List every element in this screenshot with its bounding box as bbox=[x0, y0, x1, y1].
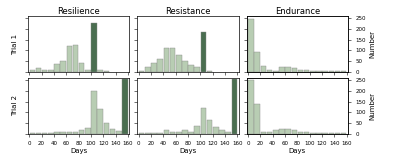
Bar bbox=[201, 32, 206, 72]
Bar bbox=[273, 130, 278, 134]
Bar bbox=[30, 133, 35, 134]
Bar bbox=[213, 127, 218, 134]
Bar bbox=[73, 132, 78, 134]
X-axis label: Days: Days bbox=[179, 148, 197, 154]
Bar bbox=[322, 133, 328, 134]
Bar bbox=[110, 129, 115, 134]
Bar bbox=[79, 130, 84, 134]
Bar bbox=[248, 80, 254, 134]
Bar bbox=[98, 70, 103, 72]
Bar bbox=[335, 71, 340, 72]
Bar bbox=[328, 71, 334, 72]
Bar bbox=[104, 71, 109, 72]
Bar bbox=[60, 61, 66, 72]
Bar bbox=[341, 133, 346, 134]
Bar bbox=[310, 133, 316, 134]
Bar bbox=[292, 130, 297, 134]
Bar bbox=[85, 128, 91, 134]
Bar bbox=[207, 120, 212, 134]
Title: Endurance: Endurance bbox=[275, 7, 320, 15]
Bar bbox=[145, 133, 151, 134]
Bar bbox=[194, 126, 200, 134]
Bar bbox=[170, 48, 175, 72]
Bar bbox=[158, 59, 163, 72]
Bar bbox=[316, 71, 322, 72]
Bar bbox=[151, 133, 157, 134]
Bar bbox=[116, 131, 122, 134]
Bar bbox=[188, 132, 194, 134]
Bar bbox=[151, 63, 157, 72]
Bar bbox=[91, 23, 97, 72]
Bar bbox=[79, 63, 84, 72]
Bar bbox=[261, 66, 266, 72]
Bar bbox=[273, 71, 278, 72]
Bar bbox=[304, 132, 310, 134]
Bar bbox=[66, 132, 72, 134]
Bar bbox=[182, 130, 188, 134]
Title: Resistance: Resistance bbox=[165, 7, 211, 15]
Bar bbox=[322, 71, 328, 72]
Bar bbox=[279, 67, 285, 72]
Bar bbox=[304, 70, 310, 72]
Bar bbox=[60, 132, 66, 134]
Bar bbox=[188, 65, 194, 72]
Bar bbox=[261, 132, 266, 134]
Bar bbox=[54, 132, 60, 134]
Bar bbox=[285, 129, 291, 134]
X-axis label: Days: Days bbox=[289, 148, 306, 154]
Bar bbox=[66, 46, 72, 72]
Bar bbox=[139, 71, 144, 72]
Bar bbox=[328, 133, 334, 134]
Bar bbox=[267, 132, 272, 134]
Bar bbox=[91, 91, 97, 134]
Bar bbox=[30, 70, 35, 72]
Bar bbox=[285, 67, 291, 72]
Y-axis label: Trial 2: Trial 2 bbox=[12, 96, 18, 117]
Bar bbox=[104, 123, 109, 134]
Bar bbox=[207, 71, 212, 72]
Y-axis label: Number: Number bbox=[369, 92, 375, 120]
Bar bbox=[54, 64, 60, 72]
Bar bbox=[36, 133, 41, 134]
Bar bbox=[182, 61, 188, 72]
Bar bbox=[194, 67, 200, 72]
Y-axis label: Number: Number bbox=[369, 30, 375, 58]
Bar bbox=[73, 45, 78, 72]
Bar bbox=[248, 19, 254, 72]
Bar bbox=[42, 133, 48, 134]
Bar bbox=[122, 79, 128, 134]
Bar bbox=[48, 133, 54, 134]
Bar bbox=[298, 70, 303, 72]
Bar bbox=[164, 130, 169, 134]
Bar bbox=[225, 132, 231, 134]
Bar bbox=[48, 70, 54, 72]
Bar bbox=[335, 133, 340, 134]
Bar bbox=[145, 67, 151, 72]
Bar bbox=[139, 133, 144, 134]
Bar bbox=[298, 132, 303, 134]
Bar bbox=[201, 108, 206, 134]
Bar bbox=[98, 109, 103, 134]
Bar bbox=[267, 70, 272, 72]
Bar bbox=[316, 133, 322, 134]
Bar bbox=[170, 132, 175, 134]
Bar bbox=[176, 55, 182, 72]
Bar bbox=[254, 52, 260, 72]
Bar bbox=[279, 129, 285, 134]
Bar bbox=[36, 68, 41, 72]
Bar bbox=[254, 104, 260, 134]
Bar bbox=[164, 48, 169, 72]
X-axis label: Days: Days bbox=[70, 148, 87, 154]
Bar bbox=[310, 71, 316, 72]
Bar bbox=[42, 70, 48, 72]
Bar bbox=[292, 68, 297, 72]
Bar bbox=[176, 132, 182, 134]
Bar bbox=[341, 71, 346, 72]
Bar bbox=[232, 79, 237, 134]
Y-axis label: Trial 1: Trial 1 bbox=[12, 33, 18, 55]
Title: Resilience: Resilience bbox=[57, 7, 100, 15]
Bar bbox=[158, 133, 163, 134]
Bar bbox=[219, 130, 225, 134]
Bar bbox=[85, 70, 91, 72]
